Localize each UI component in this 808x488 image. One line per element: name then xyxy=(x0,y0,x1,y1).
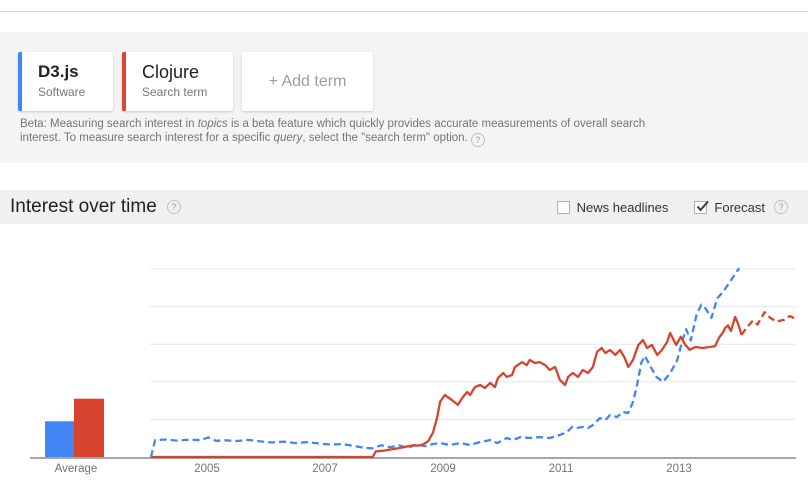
term-title: Clojure xyxy=(142,62,200,82)
trend-line-clojure-forecast xyxy=(740,311,796,336)
x-axis-label: 2011 xyxy=(549,463,574,475)
term-cards-row: D3.js Software Clojure Search term + Add… xyxy=(18,52,373,111)
term-color-stripe-blue xyxy=(18,52,22,111)
page-title: Interest over time xyxy=(10,196,157,217)
beta-text: is a beta feature which quickly provides… xyxy=(20,118,646,144)
term-card-d3js[interactable]: D3.js Software xyxy=(18,52,113,111)
terms-panel: D3.js Software Clojure Search term + Add… xyxy=(0,32,808,163)
average-axis-label: Average xyxy=(55,463,98,475)
trend-line-d3-js xyxy=(149,267,741,458)
news-headlines-checkbox[interactable]: News headlines xyxy=(556,199,669,215)
top-divider xyxy=(0,11,808,12)
interest-over-time-header: Interest over time ? News headlines Fore… xyxy=(0,190,808,224)
add-term-button[interactable]: + Add term xyxy=(242,52,373,111)
x-axis-label: 2009 xyxy=(430,463,456,475)
x-axis-label: 2005 xyxy=(194,463,220,475)
news-headlines-label: News headlines xyxy=(576,199,669,215)
average-bar-d3js xyxy=(45,421,74,457)
x-axis-label: 2007 xyxy=(312,463,338,475)
news-headlines-checkbox-box[interactable] xyxy=(556,200,570,214)
x-axis-label: 2013 xyxy=(666,463,692,475)
term-title: D3.js xyxy=(38,62,79,81)
forecast-label: Forecast xyxy=(714,199,765,215)
term-color-stripe-red xyxy=(122,52,126,111)
beta-text: Beta: Measuring search interest in xyxy=(20,118,198,130)
beta-text-italic: topics xyxy=(197,118,228,130)
beta-note: Beta: Measuring search interest in topic… xyxy=(20,118,650,147)
forecast-checkbox-box[interactable] xyxy=(694,200,710,214)
average-bar-clojure xyxy=(74,398,104,457)
interest-over-time-chart[interactable]: Average 2005 2007 2009 2011 2013 xyxy=(0,230,808,488)
checkmark-icon xyxy=(697,200,710,212)
trend-line-clojure xyxy=(150,315,743,459)
chart-area: Average 2005 2007 2009 2011 2013 xyxy=(0,230,808,488)
beta-text-italic: query xyxy=(273,131,303,144)
term-type-label: Search term xyxy=(142,85,208,99)
term-type-label: Software xyxy=(38,85,86,99)
forecast-help-icon[interactable]: ? xyxy=(774,200,788,214)
beta-text: , select the "search term" option. xyxy=(302,131,468,144)
term-card-clojure[interactable]: Clojure Search term xyxy=(122,52,233,111)
title-help-icon[interactable]: ? xyxy=(166,200,181,214)
beta-help-icon[interactable]: ? xyxy=(470,132,485,147)
forecast-checkbox[interactable]: Forecast xyxy=(694,200,765,215)
add-term-label: + Add term xyxy=(268,72,347,90)
